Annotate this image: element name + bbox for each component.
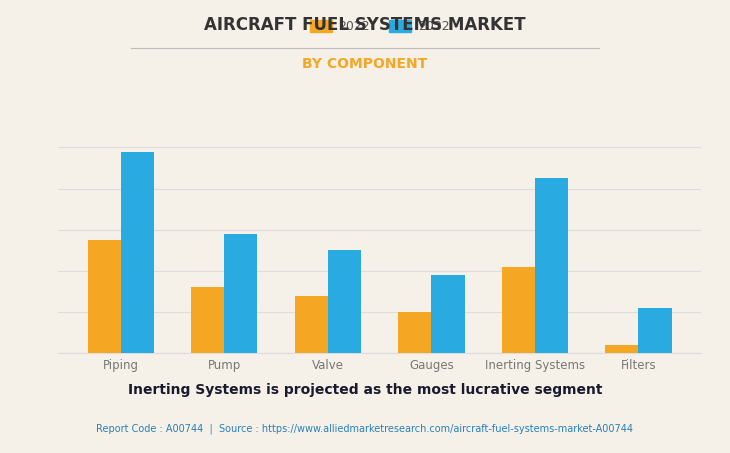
Legend: 2022, 2032: 2022, 2032: [305, 15, 454, 39]
Bar: [295, 296, 328, 353]
Text: Inerting Systems is projected as the most lucrative segment: Inerting Systems is projected as the mos…: [128, 383, 602, 397]
Text: AIRCRAFT FUEL SYSTEMS MARKET: AIRCRAFT FUEL SYSTEMS MARKET: [204, 16, 526, 34]
Bar: [605, 345, 639, 353]
Bar: [502, 267, 535, 353]
Bar: [639, 308, 672, 353]
Bar: [88, 240, 120, 353]
Bar: [399, 312, 431, 353]
Text: Report Code : A00744  |  Source : https://www.alliedmarketresearch.com/aircraft-: Report Code : A00744 | Source : https://…: [96, 424, 634, 434]
Bar: [191, 288, 224, 353]
Bar: [328, 251, 361, 353]
Bar: [224, 234, 258, 353]
Bar: [431, 275, 464, 353]
Bar: [535, 178, 568, 353]
Text: BY COMPONENT: BY COMPONENT: [302, 57, 428, 71]
Bar: [120, 152, 154, 353]
